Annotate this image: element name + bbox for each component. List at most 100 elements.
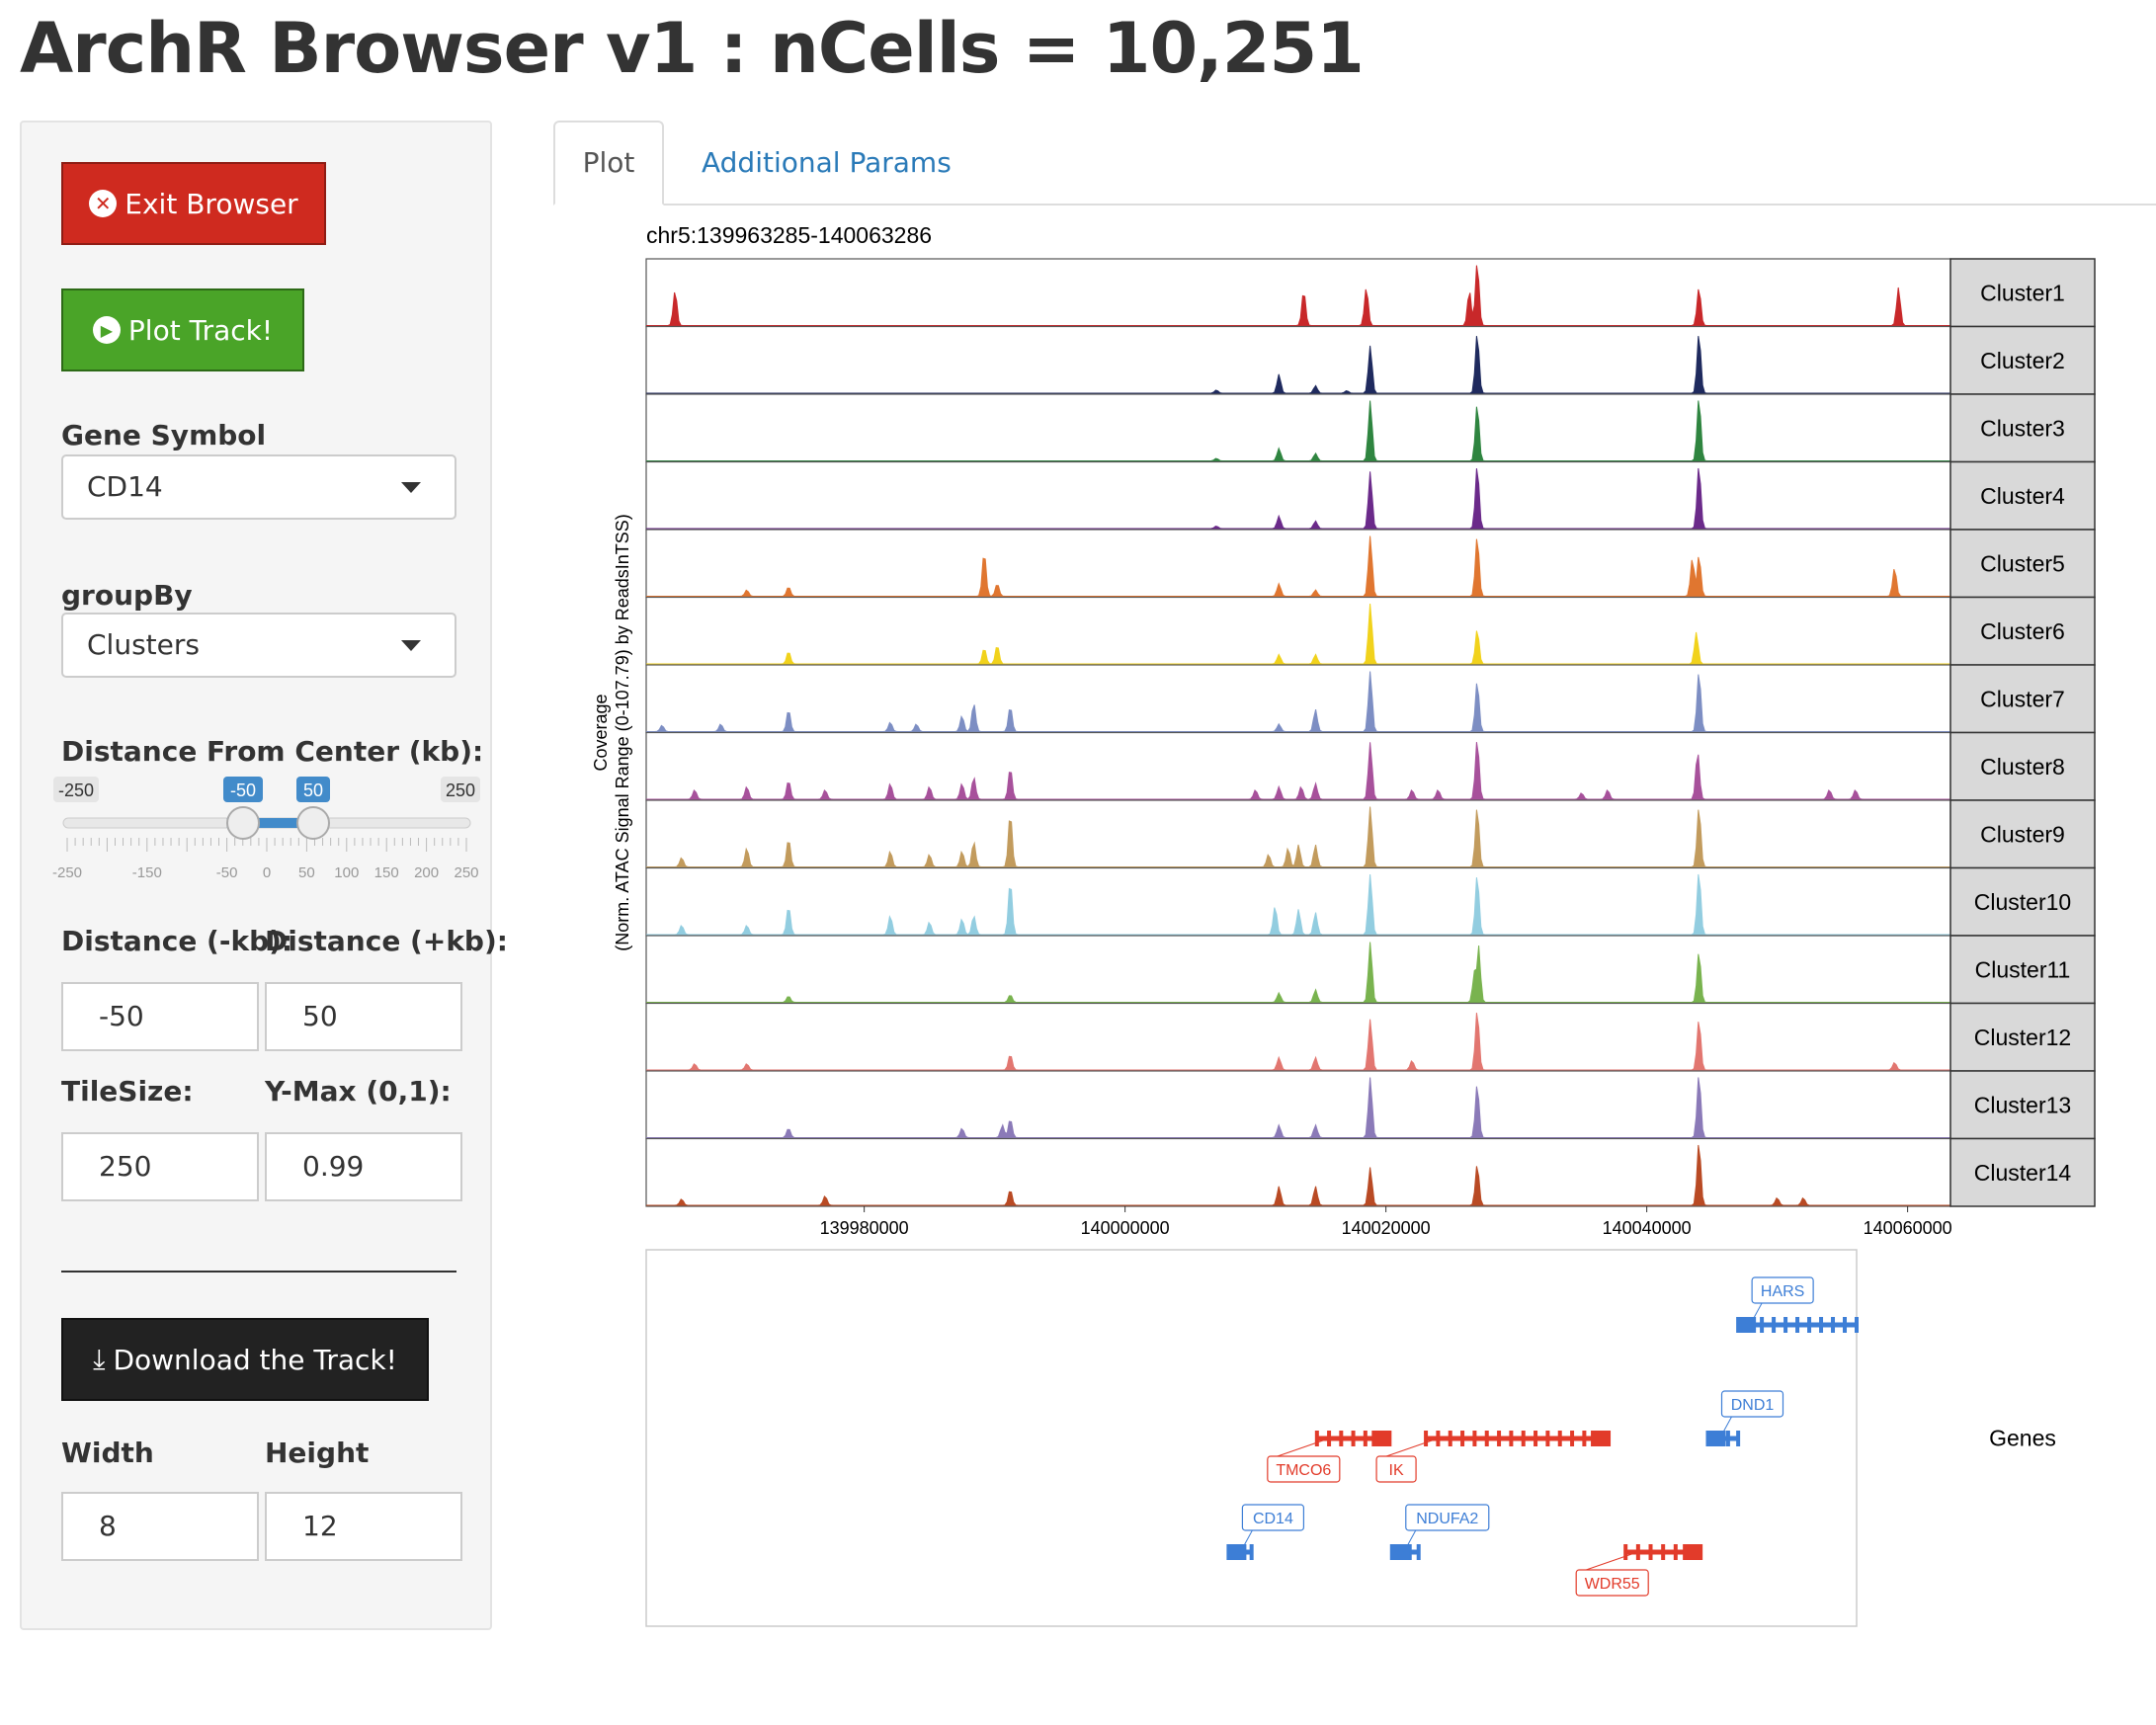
gene-label-leader <box>1385 1438 1439 1457</box>
gene-exon <box>1391 1544 1410 1560</box>
coverage-area <box>646 1144 1950 1206</box>
coverage-area <box>646 942 1950 1003</box>
coverage-area <box>646 535 1950 597</box>
gene-label-box <box>1267 1455 1341 1483</box>
track-panel <box>645 731 1951 801</box>
genes-track-label: Genes <box>1989 1426 2056 1451</box>
track-panel <box>645 393 1951 463</box>
download-track-button[interactable]: ⤓ Download the Track! <box>61 1318 429 1401</box>
y-axis-label-line: (Norm. ATAC Signal Range (0-107.79) by R… <box>613 514 632 951</box>
distance-range-slider[interactable]: -250 250 -50 50 -250 -150 -50 0 50 100 150 200 2… <box>51 775 486 903</box>
gene-label-box <box>1405 1504 1490 1531</box>
gene-exon <box>1807 1317 1812 1333</box>
gene-exon <box>1351 1431 1356 1446</box>
coverage-area <box>646 742 1950 800</box>
track-strip <box>1949 799 2096 869</box>
gene-exon <box>1570 1431 1575 1446</box>
gene-exon <box>1795 1317 1800 1333</box>
tab-additional-params[interactable]: Additional Params <box>702 146 952 179</box>
track-label: Cluster7 <box>1980 686 2065 711</box>
ymax-input[interactable]: 0.99 <box>265 1132 462 1201</box>
track-strip <box>1949 1137 2096 1207</box>
gene-exon <box>1843 1317 1848 1333</box>
slider-min-text: -250 <box>58 780 94 800</box>
gene-exon <box>1484 1431 1489 1446</box>
gene-label: TMCO6 <box>1276 1462 1331 1479</box>
gene-exon <box>1673 1544 1678 1560</box>
gene-exon <box>1582 1431 1587 1446</box>
distance-minus-label: Distance (-kb): <box>61 925 293 957</box>
gene-exon <box>1661 1544 1666 1560</box>
gene-symbol-select[interactable]: CD14 <box>61 454 456 520</box>
plot-track-button[interactable]: ▶ Plot Track! <box>61 288 304 371</box>
track-label: Cluster2 <box>1980 348 2065 373</box>
x-tick-label: 140020000 <box>1342 1218 1431 1238</box>
track-label: Cluster1 <box>1980 280 2065 305</box>
track-label: Cluster13 <box>1974 1092 2071 1117</box>
tab-plot[interactable]: Plot <box>553 121 664 205</box>
page-title: ArchR Browser v1 : nCells = 10,251 <box>20 8 1365 89</box>
gene-exon <box>1314 1431 1319 1446</box>
coverage-area <box>646 336 1950 394</box>
gene-exon <box>1497 1431 1502 1446</box>
coverage-area <box>646 603 1950 665</box>
distance-slider-label: Distance From Center (kb): <box>61 735 484 768</box>
track-strip <box>1949 393 2096 463</box>
track-label: Cluster11 <box>1975 956 2071 982</box>
slider-max-badge <box>441 777 480 802</box>
gene-symbol-label: Gene Symbol <box>61 419 267 452</box>
gene-exon <box>1521 1431 1526 1446</box>
distance-minus-input[interactable]: -50 <box>61 982 259 1051</box>
sidebar-divider <box>61 1271 456 1273</box>
gene-label-leader <box>1239 1529 1253 1553</box>
group-by-label: groupBy <box>61 579 193 612</box>
gene-exon <box>1772 1317 1777 1333</box>
slider-low-handle[interactable] <box>226 806 260 840</box>
gene-exon <box>1448 1431 1452 1446</box>
slider-high-handle[interactable] <box>296 806 330 840</box>
slider-tick-label: -50 <box>216 864 238 881</box>
width-input[interactable]: 8 <box>61 1492 259 1561</box>
gene-exon <box>1545 1431 1550 1446</box>
track-strip <box>1949 460 2096 531</box>
chevron-down-icon <box>401 640 421 651</box>
gene-label-leader <box>1719 1416 1732 1439</box>
sidebar-panel: ✕ Exit Browser ▶ Plot Track! Gene Symbol… <box>20 121 508 1630</box>
x-tick-label: 140060000 <box>1864 1218 1952 1238</box>
track-strip <box>1949 664 2096 734</box>
track-panel <box>645 460 1951 531</box>
gene-exon <box>1760 1317 1765 1333</box>
download-track-label: Download the Track! <box>113 1343 397 1376</box>
gene-exon <box>1557 1431 1562 1446</box>
gene-exon <box>1228 1544 1247 1560</box>
track-label: Cluster5 <box>1980 550 2065 576</box>
coverage-area <box>646 806 1950 868</box>
slider-high-text: 50 <box>303 780 323 800</box>
height-input[interactable]: 12 <box>265 1492 462 1561</box>
slider-tick-label: 0 <box>263 864 271 881</box>
tile-size-input[interactable]: 250 <box>61 1132 259 1201</box>
gene-label-leader <box>1277 1438 1329 1457</box>
slider-tick-label: -150 <box>132 864 162 881</box>
distance-plus-input[interactable]: 50 <box>265 982 462 1051</box>
gene-exon <box>1416 1544 1421 1560</box>
gene-label-leader <box>1586 1551 1638 1571</box>
height-label: Height <box>265 1437 370 1469</box>
track-panel <box>645 935 1951 1005</box>
tile-size-label: TileSize: <box>61 1075 194 1108</box>
group-by-select[interactable]: Clusters <box>61 613 456 678</box>
gene-exon <box>1509 1431 1514 1446</box>
coverage-area <box>646 400 1950 461</box>
track-panel <box>645 1137 1951 1207</box>
gene-label-box <box>1720 1390 1784 1418</box>
track-panel <box>645 1002 1951 1072</box>
track-strip <box>1949 1002 2096 1072</box>
track-strip <box>1949 866 2096 937</box>
genes-panel <box>645 1249 1858 1627</box>
exit-browser-button[interactable]: ✕ Exit Browser <box>61 162 326 245</box>
chevron-down-icon <box>401 482 421 493</box>
gene-label-leader <box>1403 1529 1417 1553</box>
gene-label-box <box>1751 1276 1814 1304</box>
coverage-area <box>646 467 1950 530</box>
slider-tick-label: 50 <box>298 864 315 881</box>
